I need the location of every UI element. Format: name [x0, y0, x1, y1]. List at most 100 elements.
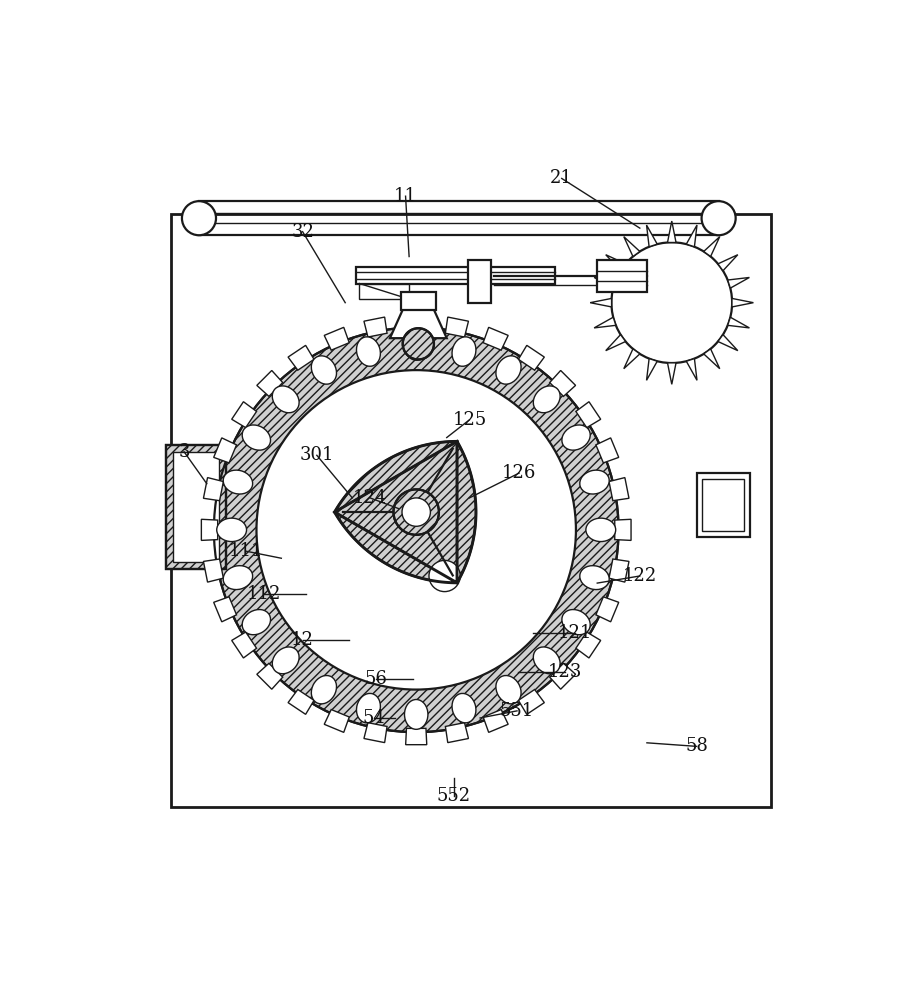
Bar — [359, 284, 409, 299]
Polygon shape — [334, 441, 476, 583]
Polygon shape — [203, 559, 224, 582]
Polygon shape — [232, 632, 256, 658]
Polygon shape — [605, 255, 626, 271]
Polygon shape — [594, 317, 616, 328]
Ellipse shape — [224, 566, 253, 590]
Ellipse shape — [496, 676, 521, 704]
Bar — [166, 445, 226, 569]
Text: 124: 124 — [353, 489, 387, 507]
Polygon shape — [483, 327, 508, 350]
Polygon shape — [288, 345, 314, 370]
Circle shape — [612, 242, 732, 363]
Ellipse shape — [580, 566, 609, 590]
Polygon shape — [203, 478, 224, 501]
Ellipse shape — [356, 337, 380, 366]
Text: 123: 123 — [548, 663, 583, 681]
Bar — [171, 214, 771, 807]
Polygon shape — [703, 237, 720, 256]
Text: 122: 122 — [623, 567, 657, 585]
Bar — [696, 473, 750, 537]
Polygon shape — [594, 277, 616, 288]
Ellipse shape — [405, 700, 428, 729]
Text: 12: 12 — [291, 631, 314, 649]
Polygon shape — [686, 225, 697, 247]
Polygon shape — [718, 255, 737, 271]
Ellipse shape — [242, 610, 270, 635]
Bar — [166, 445, 226, 569]
Polygon shape — [609, 559, 629, 582]
Ellipse shape — [586, 518, 616, 542]
Bar — [703, 479, 744, 531]
Text: 11: 11 — [394, 187, 417, 205]
Ellipse shape — [452, 337, 476, 366]
Ellipse shape — [272, 647, 300, 674]
Polygon shape — [609, 478, 629, 501]
Polygon shape — [550, 663, 575, 689]
Polygon shape — [732, 298, 753, 307]
Text: 112: 112 — [246, 585, 281, 603]
Polygon shape — [390, 310, 447, 338]
Ellipse shape — [580, 470, 609, 494]
Polygon shape — [406, 728, 427, 745]
Polygon shape — [324, 327, 349, 350]
Text: 58: 58 — [685, 737, 708, 755]
Text: 551: 551 — [500, 702, 534, 720]
Polygon shape — [647, 359, 657, 380]
Polygon shape — [232, 402, 256, 428]
Text: 54: 54 — [362, 709, 385, 727]
Ellipse shape — [405, 330, 428, 360]
Ellipse shape — [562, 610, 590, 635]
Ellipse shape — [356, 693, 380, 723]
Text: 125: 125 — [453, 411, 486, 429]
Polygon shape — [483, 710, 508, 732]
Circle shape — [394, 489, 439, 535]
Bar — [400, 292, 436, 310]
Polygon shape — [605, 335, 626, 351]
Text: 3: 3 — [179, 443, 190, 461]
Ellipse shape — [242, 425, 270, 450]
Ellipse shape — [311, 356, 336, 384]
Polygon shape — [647, 225, 657, 247]
Polygon shape — [576, 632, 601, 658]
Text: 552: 552 — [437, 787, 471, 805]
Circle shape — [429, 560, 460, 592]
Ellipse shape — [272, 386, 300, 413]
Circle shape — [182, 201, 216, 235]
Polygon shape — [576, 402, 601, 428]
Polygon shape — [406, 315, 427, 331]
Polygon shape — [668, 221, 676, 242]
Polygon shape — [445, 723, 468, 743]
Ellipse shape — [533, 647, 560, 674]
Circle shape — [402, 498, 431, 526]
Polygon shape — [256, 370, 283, 396]
Polygon shape — [590, 298, 612, 307]
Polygon shape — [686, 359, 697, 380]
Circle shape — [626, 257, 718, 349]
Circle shape — [702, 201, 736, 235]
Polygon shape — [288, 690, 314, 714]
Polygon shape — [596, 597, 618, 622]
Polygon shape — [703, 349, 720, 369]
Polygon shape — [615, 519, 631, 540]
Ellipse shape — [562, 425, 590, 450]
Polygon shape — [518, 345, 544, 370]
Polygon shape — [324, 710, 349, 732]
Text: 121: 121 — [557, 624, 592, 642]
Bar — [468, 260, 491, 303]
Circle shape — [256, 370, 576, 690]
Ellipse shape — [533, 386, 560, 413]
Polygon shape — [624, 237, 640, 256]
Bar — [355, 267, 554, 284]
Polygon shape — [727, 277, 749, 288]
Ellipse shape — [496, 356, 521, 384]
Polygon shape — [364, 317, 387, 337]
Text: 21: 21 — [551, 169, 573, 187]
Bar — [597, 260, 647, 292]
Polygon shape — [718, 335, 737, 351]
Text: 301: 301 — [300, 446, 334, 464]
Polygon shape — [550, 370, 575, 396]
Ellipse shape — [452, 693, 476, 723]
Polygon shape — [445, 317, 468, 337]
Polygon shape — [596, 438, 618, 463]
Polygon shape — [213, 597, 236, 622]
